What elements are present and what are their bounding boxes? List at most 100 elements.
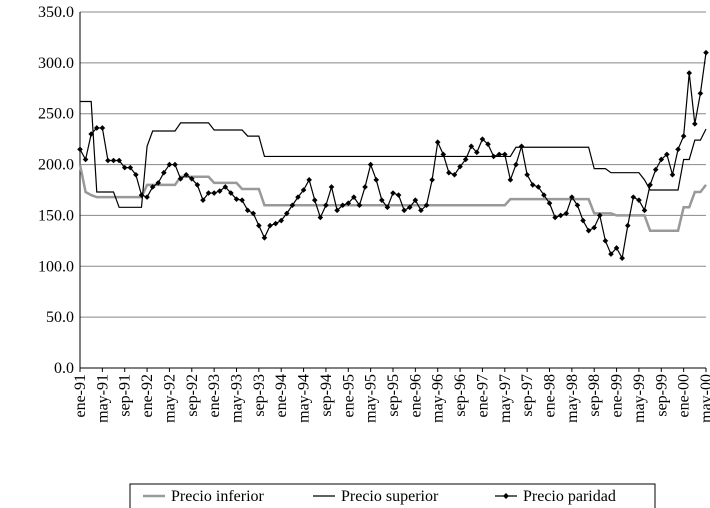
marker [507, 177, 514, 183]
marker [490, 153, 497, 160]
x-tick-label: may-95 [363, 374, 380, 423]
x-tick-label: ene-95 [340, 374, 357, 418]
x-tick-label: may-93 [229, 374, 246, 423]
marker [401, 207, 407, 214]
marker [233, 196, 240, 202]
marker [697, 90, 704, 97]
marker [546, 200, 553, 207]
marker [149, 184, 156, 190]
x-tick-label: sep-96 [452, 374, 469, 417]
series-line [78, 164, 707, 232]
marker [451, 171, 458, 178]
marker [284, 210, 290, 217]
x-tick-label: may-98 [564, 374, 581, 423]
marker [379, 197, 385, 203]
marker [680, 133, 687, 139]
marker [462, 156, 469, 163]
marker [518, 143, 525, 150]
x-tick-label: ene-91 [72, 374, 89, 418]
y-tick-label: 100.0 [38, 258, 74, 275]
x-tick-label: ene-00 [676, 374, 693, 418]
marker [228, 190, 234, 196]
marker [144, 194, 150, 200]
marker [440, 151, 447, 158]
x-tick-label: ene-98 [542, 374, 559, 418]
marker [216, 188, 223, 194]
marker [177, 176, 184, 182]
marker [535, 184, 542, 190]
marker [328, 184, 335, 190]
marker [541, 192, 547, 198]
marker [205, 190, 212, 196]
y-tick-label: 300.0 [38, 55, 74, 72]
marker [356, 202, 363, 209]
marker [323, 202, 329, 209]
marker [641, 207, 648, 214]
marker [155, 180, 162, 186]
marker [311, 197, 318, 203]
marker [166, 161, 173, 168]
x-tick-label: sep-93 [251, 374, 268, 417]
legend-box [129, 483, 656, 508]
marker [563, 210, 570, 217]
marker [183, 171, 189, 178]
marker [194, 182, 201, 188]
marker [412, 197, 419, 203]
x-tick-label: ene-93 [206, 374, 223, 418]
marker [569, 194, 575, 200]
legend-label: Precio superior [341, 488, 439, 505]
marker [686, 70, 693, 76]
x-tick-label: sep-95 [385, 374, 402, 417]
marker [395, 192, 402, 198]
marker [317, 214, 324, 221]
marker [496, 151, 502, 158]
marker [552, 214, 558, 221]
marker [619, 255, 625, 261]
marker [250, 210, 257, 217]
marker [289, 202, 296, 209]
x-tick-label: may-00 [698, 374, 710, 423]
marker [602, 238, 609, 244]
marker [161, 169, 167, 176]
marker [406, 204, 413, 211]
marker [630, 194, 637, 200]
marker [127, 164, 134, 171]
marker [390, 190, 396, 196]
marker [513, 161, 519, 168]
x-tick-label: sep-91 [117, 374, 134, 417]
x-tick-label: may-94 [296, 374, 313, 423]
marker [339, 202, 346, 209]
legend-marker [503, 493, 509, 499]
marker [133, 171, 139, 178]
marker [485, 141, 491, 148]
marker [278, 217, 285, 224]
y-tick-label: 50.0 [46, 309, 74, 326]
marker [647, 182, 653, 188]
marker [624, 222, 631, 229]
y-tick-label: 250.0 [38, 106, 74, 123]
marker [529, 182, 536, 188]
marker [423, 202, 430, 209]
legend-label: Precio paridad [523, 488, 616, 505]
marker [88, 131, 94, 137]
marker [138, 192, 145, 198]
marker [557, 212, 564, 219]
marker [295, 194, 301, 200]
marker [261, 235, 268, 241]
marker [418, 207, 424, 214]
marker [345, 200, 352, 207]
x-tick-label: may-91 [94, 374, 111, 423]
marker [110, 157, 117, 164]
marker [457, 163, 463, 170]
series-line [80, 100, 707, 208]
marker [362, 184, 368, 190]
marker [300, 187, 307, 193]
marker [222, 184, 229, 190]
x-tick-label: sep-92 [184, 374, 201, 417]
y-tick-label: 350.0 [38, 4, 74, 21]
marker [574, 202, 581, 209]
marker [306, 177, 312, 183]
marker [188, 176, 195, 182]
x-tick-label: sep-94 [318, 374, 335, 417]
marker [658, 156, 665, 163]
